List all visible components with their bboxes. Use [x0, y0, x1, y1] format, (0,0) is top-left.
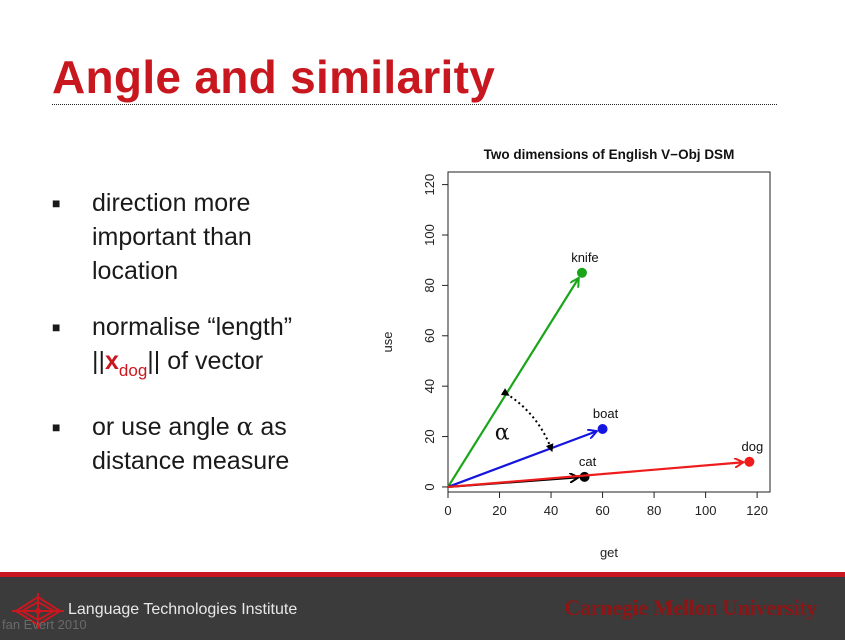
x-tick-label: 0: [444, 503, 451, 518]
y-tick-label: 20: [422, 429, 437, 443]
norm-open: ||: [92, 347, 105, 375]
bullet-marker-icon: ■: [52, 419, 61, 435]
point-label-boat: boat: [593, 406, 619, 421]
data-point-dog: [744, 456, 755, 467]
bullet-direction: ■ direction more important than location: [50, 186, 380, 288]
bullet-list: ■ direction more important than location…: [50, 186, 380, 500]
x-tick-label: 20: [492, 503, 506, 518]
x-tick-label: 80: [647, 503, 661, 518]
bullet-marker-icon: ■: [52, 319, 61, 335]
point-label-knife: knife: [571, 250, 598, 265]
institute-label: Language Technologies Institute: [68, 601, 298, 618]
bullet-line: important than: [92, 223, 252, 251]
x-tick-label: 100: [695, 503, 717, 518]
bullet-line: distance measure: [92, 447, 290, 475]
y-tick-label: 0: [422, 483, 437, 490]
chart-title: Two dimensions of English V−Obj DSM: [484, 147, 735, 162]
lti-logo-icon: [12, 593, 64, 629]
norm-close: || of vector: [147, 347, 264, 375]
y-tick-label: 80: [422, 278, 437, 292]
y-tick-label: 120: [422, 174, 437, 196]
bullet-line: normalise “length”: [92, 313, 293, 341]
alpha-symbol: α: [236, 412, 254, 441]
x-tick-label: 40: [544, 503, 558, 518]
x-tick-label: 60: [595, 503, 609, 518]
university-label: Carnegie Mellon University: [564, 595, 818, 620]
bullet-marker-icon: ■: [52, 195, 61, 211]
vector-subscript: dog: [118, 361, 148, 380]
bullet-normalise: ■ normalise “length” ||xdog|| of vector: [50, 310, 380, 388]
point-label-dog: dog: [742, 439, 764, 454]
vector-arrow-dog: [447, 462, 743, 489]
footer-accent-bar: [0, 572, 845, 577]
bullet-angle: ■ or use angle α as distance measure: [50, 410, 380, 478]
x-axis-label: get: [600, 545, 618, 560]
angle-alpha-label: α: [495, 420, 510, 445]
y-tick-label: 100: [422, 224, 437, 246]
plot-frame: [447, 171, 771, 493]
footer: Language Technologies Institute fan Ever…: [0, 577, 845, 640]
title-divider: [52, 104, 777, 105]
bullet-text: or use angle: [92, 413, 237, 441]
credit-text: fan Evert 2010: [2, 617, 87, 632]
vector-arrow-knife: [447, 278, 579, 488]
data-point-boat: [597, 424, 608, 435]
point-label-cat: cat: [579, 454, 597, 469]
y-tick-label: 40: [422, 379, 437, 393]
y-tick-label: 60: [422, 329, 437, 343]
bullet-line-norm: ||xdog|| of vector: [92, 344, 380, 388]
y-axis-label: use: [380, 332, 395, 353]
vector-arrow-boat: [447, 431, 597, 488]
angle-arc: [500, 388, 554, 453]
vector-chart: Two dimensions of English V−Obj DSM 0 20 40…: [380, 147, 771, 560]
vector-symbol: x: [105, 347, 119, 375]
slide-title: Angle and similarity: [52, 51, 496, 103]
bullet-line: direction more: [92, 189, 251, 217]
bullet-line: or use angle α as: [92, 410, 380, 444]
bullet-line: location: [92, 257, 179, 285]
x-tick-label: 120: [746, 503, 768, 518]
data-point-knife: [576, 267, 587, 278]
bullet-text: as: [253, 413, 287, 441]
